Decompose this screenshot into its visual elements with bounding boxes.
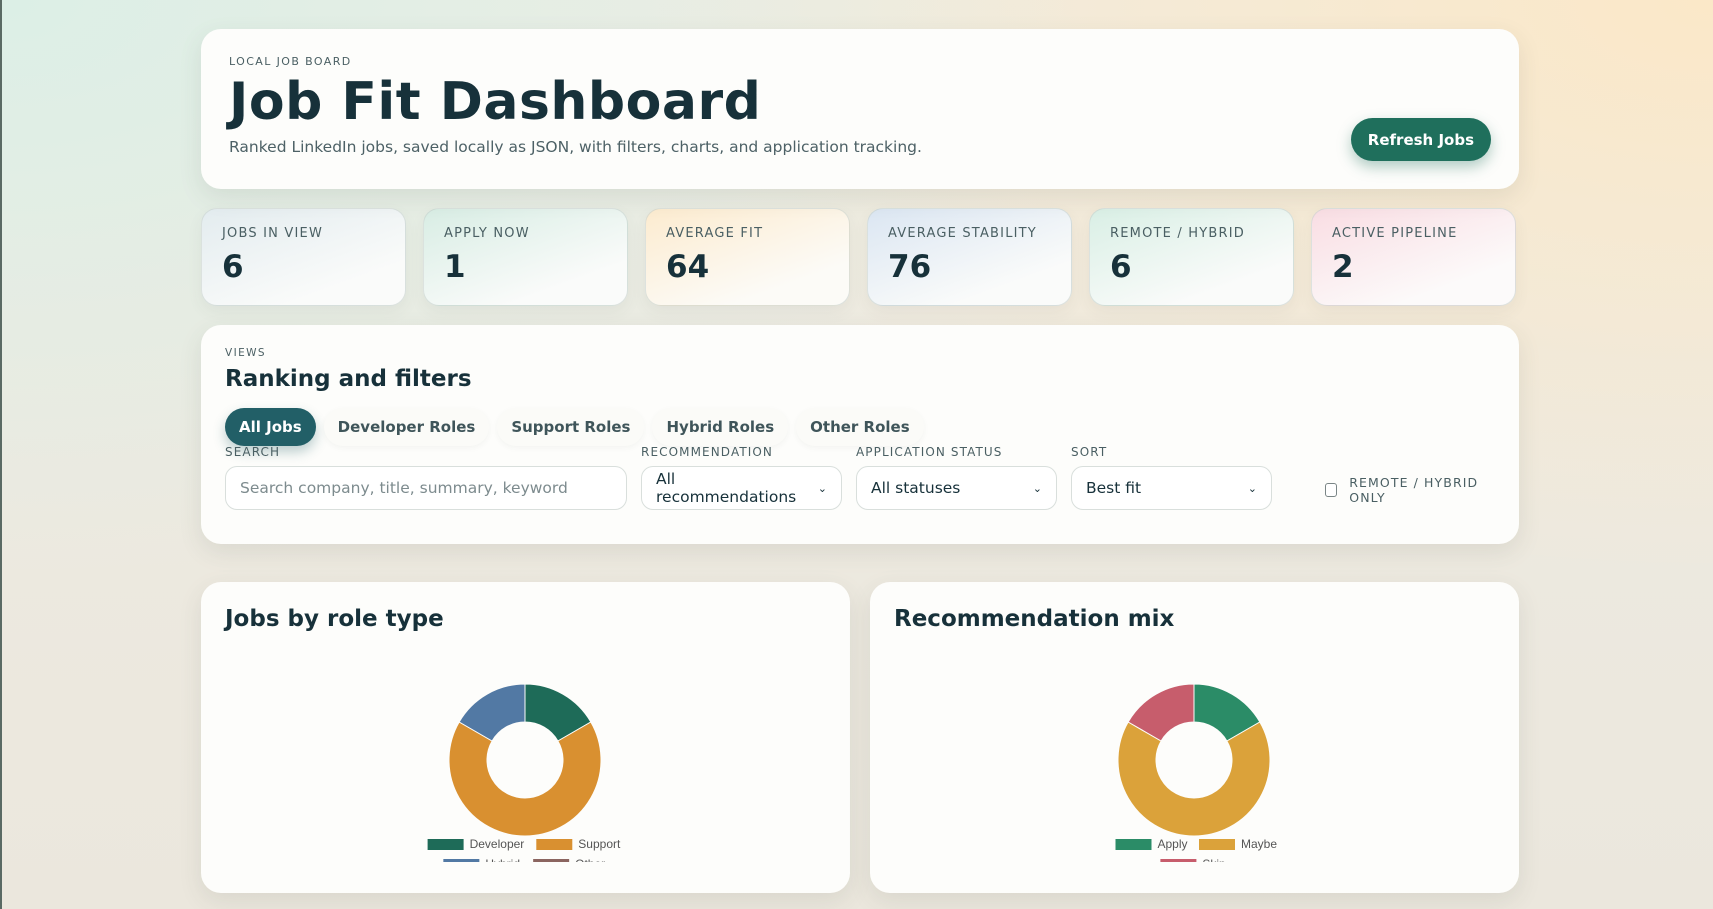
legend-label: Hybrid [485,857,520,862]
legend-label: Support [578,837,621,851]
donut-slice-hybrid [458,683,526,742]
legend-label: Developer [470,837,525,851]
page-subtitle: Ranked LinkedIn jobs, saved locally as J… [229,138,922,156]
filter-controls: Search Search company, title, summary, k… [225,445,1495,515]
tab-all-jobs[interactable]: All Jobs [225,408,316,446]
sort-value: Best fit [1086,479,1142,497]
charts-row: Jobs by role type Developer Support Hybrid… [201,582,1519,893]
legend-swatch [1115,839,1152,850]
dashboard: Local Job Board Job Fit Dashboard Ranked… [201,29,1519,893]
legend-item-other[interactable]: Other [533,857,605,862]
stat-value: 2 [1332,249,1354,285]
role-type-chart-title: Jobs by role type [225,606,444,632]
recommendation-group: Recommendation All recommendations ⌄ [641,445,842,510]
tab-support-roles[interactable]: Support Roles [497,408,645,446]
legend-item-developer[interactable]: Developer [427,837,525,851]
legend-item-hybrid[interactable]: Hybrid [443,857,520,862]
stat-remote-hybrid: Remote / Hybrid 6 [1089,208,1294,306]
stat-value: 76 [888,249,932,285]
legend-item-maybe[interactable]: Maybe [1199,837,1277,851]
stat-average-fit: Average fit 64 [645,208,850,306]
stat-active-pipeline: Active pipeline 2 [1311,208,1516,306]
sort-label: Sort [1071,445,1108,459]
chevron-down-icon: ⌄ [1247,481,1257,495]
recommendation-chart-title: Recommendation mix [894,606,1175,632]
stat-label: Remote / Hybrid [1110,226,1246,241]
search-group: Search Search company, title, summary, k… [225,445,627,510]
legend-item-apply[interactable]: Apply [1115,837,1188,851]
sort-group: Sort Best fit ⌄ [1071,445,1272,510]
stat-value: 1 [444,249,466,285]
stat-label: Average stability [888,226,1037,241]
stat-label: Active pipeline [1332,226,1458,241]
stat-label: Average fit [666,226,764,241]
remote-only-label: Remote / Hybrid only [1349,475,1479,505]
role-type-donut-chart: Developer Support Hybrid Other [427,683,621,862]
role-type-chart-card: Jobs by role type Developer Support Hybrid… [201,582,850,893]
donut-slice-skip [1127,683,1195,742]
legend-swatch [1160,859,1197,862]
stat-value: 6 [222,249,244,285]
donut-slice-maybe [1117,721,1271,837]
tab-developer-roles[interactable]: Developer Roles [323,408,490,446]
stat-average-stability: Average stability 76 [867,208,1072,306]
legend-item-support[interactable]: Support [536,837,621,851]
legend-label: Other [575,857,605,862]
donut-slice-support [448,721,602,837]
legend-swatch [533,859,570,862]
stat-label: Jobs in view [222,226,324,241]
remote-only-toggle[interactable]: Remote / Hybrid only [1325,475,1495,505]
legend-label: Maybe [1241,837,1277,851]
legend-label: Apply [1158,837,1188,851]
status-select[interactable]: All statuses ⌄ [856,466,1057,510]
legend-swatch [427,839,464,850]
stats-row: Jobs in view 6 Apply now 1 Average fit 6… [201,208,1519,306]
tab-hybrid-roles[interactable]: Hybrid Roles [652,408,789,446]
recommendation-chart-card: Recommendation mix Apply Maybe Skip [870,582,1519,893]
legend-label: Skip [1202,857,1226,862]
view-tabs: All Jobs Developer Roles Support Roles H… [225,408,1495,446]
recommendation-label: Recommendation [641,445,774,459]
legend-swatch [536,839,573,850]
refresh-jobs-button[interactable]: Refresh Jobs [1350,118,1491,161]
legend-item-skip[interactable]: Skip [1160,857,1226,862]
filters-eyebrow: Views [225,347,266,359]
stat-apply-now: Apply now 1 [423,208,628,306]
stat-value: 64 [666,249,710,285]
stat-value: 6 [1110,249,1132,285]
search-input[interactable]: Search company, title, summary, keyword [225,466,627,510]
window-left-edge [0,0,2,909]
status-value: All statuses [871,479,961,497]
legend-swatch [1199,839,1235,850]
sort-select[interactable]: Best fit ⌄ [1071,466,1272,510]
filters-card: Views Ranking and filters All Jobs Devel… [201,325,1519,544]
legend-swatch [443,859,480,862]
chevron-down-icon: ⌄ [817,481,827,495]
status-group: Application status All statuses ⌄ [856,445,1057,510]
tab-other-roles[interactable]: Other Roles [796,408,924,446]
status-label: Application status [856,445,1003,459]
stat-label: Apply now [444,226,530,241]
header-card: Local Job Board Job Fit Dashboard Ranked… [201,29,1519,189]
remote-only-checkbox[interactable] [1325,483,1338,497]
header-eyebrow: Local Job Board [229,55,352,68]
filters-title: Ranking and filters [225,366,472,392]
chevron-down-icon: ⌄ [1032,481,1042,495]
search-label: Search [225,445,281,459]
recommendation-select[interactable]: All recommendations ⌄ [641,466,842,510]
stat-jobs-in-view: Jobs in view 6 [201,208,406,306]
recommendation-value: All recommendations [656,470,797,506]
recommendation-donut-chart: Apply Maybe Skip [1115,683,1277,862]
page-title: Job Fit Dashboard [229,72,762,132]
